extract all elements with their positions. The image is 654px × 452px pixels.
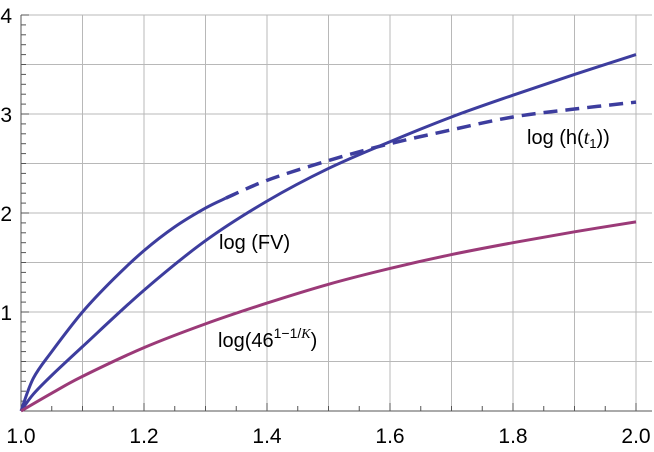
x-tick-label: 1.0 [6, 425, 35, 447]
y-tick-label: 4 [0, 5, 12, 28]
label-log-h-t1: log (h(t1)) [527, 127, 610, 151]
axes [20, 14, 652, 412]
series-0-line-dashed [225, 100, 637, 200]
x-tick-label: 2.0 [621, 425, 650, 447]
grid [21, 14, 652, 411]
series-1-line [19, 53, 637, 412]
y-tick-label: 3 [0, 104, 12, 127]
label-log-fv: log (FV) [219, 232, 290, 254]
x-tick-label: 1.8 [498, 425, 527, 447]
label-log-46: log(461−1/K) [218, 325, 317, 352]
series-0-line-solid [19, 196, 227, 412]
tick-labels: 1.0 1.2 1.4 1.6 1.8 2.0 1 2 3 4 [0, 5, 650, 448]
x-tick-label: 1.4 [252, 425, 282, 447]
series-2-line [20, 220, 637, 413]
series-labels: log (h(t1)) log (FV) log(461−1/K) [218, 127, 610, 352]
x-tick-label: 1.2 [129, 425, 158, 447]
series-group [19, 53, 637, 413]
y-tick-label: 2 [0, 203, 12, 226]
x-tick-label: 1.6 [375, 425, 404, 447]
y-tick-label: 1 [0, 302, 12, 325]
